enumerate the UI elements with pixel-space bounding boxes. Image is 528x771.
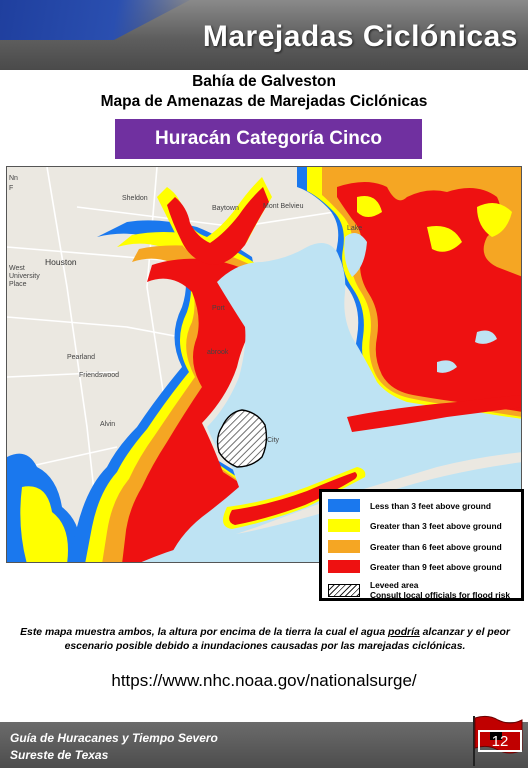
legend-swatch-red — [328, 560, 360, 573]
legend-item-red: Greater than 9 feet above ground — [328, 560, 502, 573]
trinity-bay-inlet — [344, 233, 367, 277]
map-description: Este mapa muestra ambos, la altura por e… — [15, 626, 515, 653]
bolivar-peninsula-surge — [347, 395, 521, 432]
footer-region: Sureste de Texas — [10, 748, 109, 762]
map-label-friendswood: Friendswood — [79, 372, 120, 379]
surge-zone-red-north — [167, 187, 269, 265]
leveed-area — [216, 409, 268, 468]
legend-item-yellow: Greater than 3 feet above ground — [328, 519, 502, 532]
legend-swatch-levee — [328, 583, 360, 597]
legend-item-levee: Leveed area Consult local officials for … — [328, 580, 510, 600]
small-lake-2 — [475, 330, 497, 344]
page-title: Marejadas Ciclónicas — [202, 20, 518, 53]
legend-swatch-orange — [328, 540, 360, 553]
map-label-city: City — [267, 437, 280, 444]
surge-zone-red-east — [337, 182, 521, 412]
legend-levee-label: Leveed area — [370, 580, 419, 590]
map-label-pearland: Pearland — [67, 354, 96, 361]
map-label-university: University — [9, 273, 40, 280]
legend-levee-text: Leveed area Consult local officials for … — [370, 580, 510, 600]
legend-label: Less than 3 feet above ground — [370, 500, 491, 511]
nhc-link[interactable]: https://www.nhc.noaa.gov/nationalsurge/ — [111, 671, 417, 690]
hurricane-flag-icon — [468, 714, 524, 766]
map-label-mont-belvieu: Mont Belvieu — [263, 203, 304, 210]
legend-label: Greater than 9 feet above ground — [370, 561, 502, 572]
map-label-lake: Lake — [347, 225, 363, 232]
surge-pocket-yellow-2 — [427, 226, 462, 252]
footer-band — [0, 722, 528, 768]
surge-hazard-map: Nn F Sheldon Houston West University Pla… — [6, 166, 522, 563]
map-subtitle-description: Mapa de Amenazas de Marejadas Ciclónicas — [100, 93, 428, 110]
legend-label: Greater than 6 feet above ground — [370, 541, 502, 552]
map-label-nn: Nn — [9, 175, 18, 182]
legend-swatch-yellow — [328, 519, 360, 532]
map-label-houston: Houston — [45, 257, 77, 267]
description-part2: alcanzar y el peor escenario posible deb… — [64, 627, 510, 652]
map-label-port: Port — [212, 305, 225, 312]
small-lake-1 — [437, 360, 457, 373]
legend-item-blue: Less than 3 feet above ground — [328, 499, 491, 512]
map-canvas — [7, 167, 521, 562]
surge-pocket-yellow-1 — [477, 203, 512, 237]
surge-zone-yellow-west — [20, 486, 68, 562]
map-legend: Less than 3 feet above ground Greater th… — [319, 489, 524, 601]
legend-swatch-blue — [328, 499, 360, 512]
footer-guide-title: Guía de Huracanes y Tiempo Severo — [10, 731, 218, 745]
map-label-sheldon: Sheldon — [122, 195, 148, 202]
map-label-west: West — [9, 265, 25, 272]
map-label-alvin: Alvin — [100, 421, 116, 428]
legend-levee-note: Consult local officials for flood risk — [370, 590, 511, 600]
page-number: 12 — [478, 730, 522, 752]
surge-zone-red-main — [122, 258, 267, 562]
legend-label: Greater than 3 feet above ground — [370, 520, 502, 531]
map-label-f: F — [9, 185, 14, 192]
category-banner: Huracán Categoría Cinco — [115, 119, 422, 159]
map-label-baytown: Baytown — [212, 205, 239, 212]
map-subtitle-location: Bahía de Galveston — [192, 73, 336, 90]
map-label-place: Place — [9, 281, 27, 288]
legend-item-orange: Greater than 6 feet above ground — [328, 540, 502, 553]
map-label-seabrook: abrook — [207, 349, 229, 356]
surge-pocket-yellow-3 — [357, 196, 382, 217]
description-emphasis: podría — [388, 627, 420, 638]
description-part1: Este mapa muestra ambos, la altura por e… — [20, 627, 388, 638]
galveston-island-red — [229, 472, 357, 525]
